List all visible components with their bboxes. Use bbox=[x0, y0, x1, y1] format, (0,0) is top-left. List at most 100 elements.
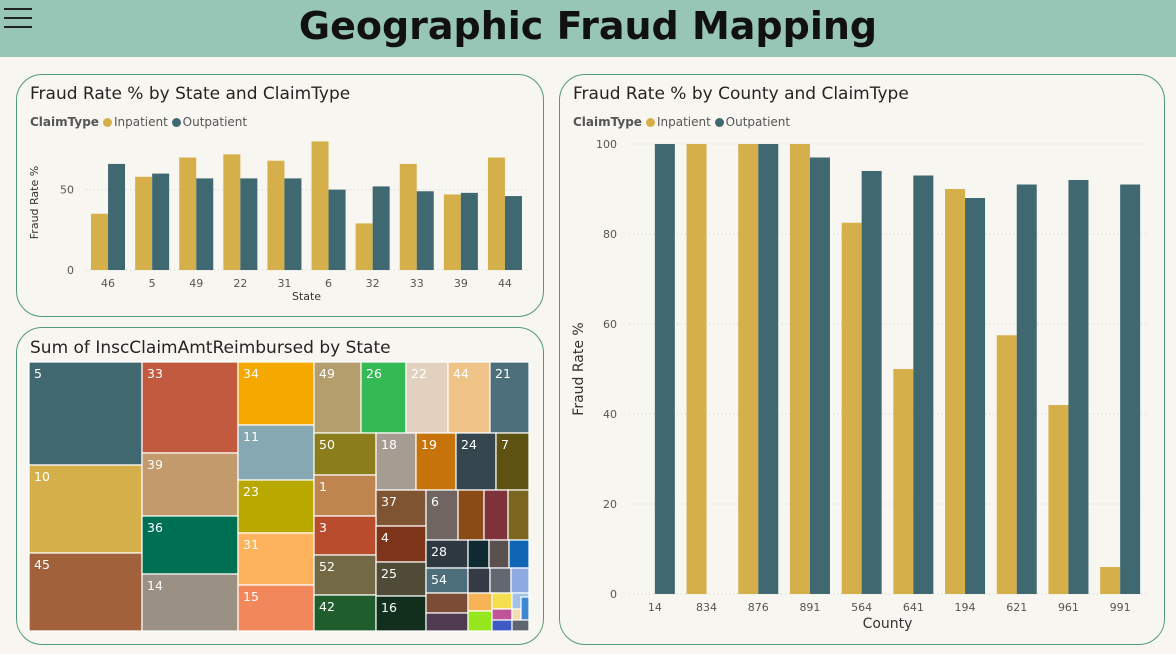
bar-inpatient-31 bbox=[267, 160, 285, 270]
treemap-title: Sum of InscClaimAmtReimbursed by State bbox=[30, 338, 391, 358]
outpatient-legend-dot bbox=[714, 118, 724, 127]
x-tick-label: 49 bbox=[189, 277, 203, 290]
bar-outpatient-6 bbox=[328, 189, 346, 270]
treemap-label: 45 bbox=[34, 557, 50, 572]
x-tick-label: 33 bbox=[410, 277, 424, 290]
y-tick-label: 0 bbox=[610, 588, 617, 601]
county-chart-legend: ClaimType Inpatient Outpatient bbox=[573, 115, 790, 129]
bar-outpatient-44 bbox=[504, 196, 522, 270]
treemap-label: 49 bbox=[319, 366, 335, 381]
x-axis-label: State bbox=[292, 290, 321, 303]
y-tick-label: 50 bbox=[60, 184, 74, 197]
x-tick-label: 961 bbox=[1058, 601, 1079, 614]
x-tick-label: 991 bbox=[1110, 601, 1131, 614]
bar-outpatient-564 bbox=[861, 171, 882, 594]
x-tick-label: 5 bbox=[149, 277, 156, 290]
x-tick-label: 14 bbox=[648, 601, 662, 614]
treemap-label: 34 bbox=[243, 366, 259, 381]
state-chart-legend: ClaimType Inpatient Outpatient bbox=[30, 115, 247, 129]
treemap-label: 15 bbox=[243, 589, 259, 604]
bar-inpatient-891 bbox=[789, 144, 810, 594]
x-tick-label: 621 bbox=[1006, 601, 1027, 614]
bar-inpatient-39 bbox=[443, 194, 461, 270]
treemap-label: 52 bbox=[319, 559, 335, 574]
treemap-label: 37 bbox=[381, 494, 397, 509]
treemap-label: 10 bbox=[34, 469, 50, 484]
bar-outpatient-22 bbox=[240, 178, 258, 270]
treemap-cell-44 bbox=[447, 361, 491, 434]
y-tick-label: 40 bbox=[603, 408, 617, 421]
treemap-label: 28 bbox=[431, 544, 447, 559]
bar-outpatient-5 bbox=[152, 173, 170, 270]
bar-outpatient-49 bbox=[196, 178, 214, 270]
page-title: Geographic Fraud Mapping bbox=[298, 4, 878, 48]
inpatient-legend-dot bbox=[645, 118, 655, 127]
bar-inpatient-641 bbox=[893, 369, 914, 594]
x-tick-label: 31 bbox=[277, 277, 291, 290]
bar-outpatient-31 bbox=[284, 178, 302, 270]
inpatient-legend-dot bbox=[102, 118, 112, 127]
x-tick-label: 22 bbox=[233, 277, 247, 290]
bar-outpatient-46 bbox=[108, 163, 126, 270]
y-tick-label: 80 bbox=[603, 228, 617, 241]
bar-outpatient-39 bbox=[460, 192, 478, 270]
county-chart-title: Fraud Rate % by County and ClaimType bbox=[573, 84, 909, 104]
x-tick-label: 891 bbox=[799, 601, 820, 614]
bar-outpatient-891 bbox=[809, 157, 830, 594]
header-bar: Geographic Fraud Mapping bbox=[0, 0, 1176, 57]
y-tick-label: 60 bbox=[603, 318, 617, 331]
treemap-cell-45 bbox=[28, 552, 143, 632]
treemap-cell-15 bbox=[237, 584, 315, 632]
bar-inpatient-33 bbox=[399, 163, 417, 270]
bar-inpatient-834 bbox=[686, 144, 707, 594]
treemap-label: 50 bbox=[319, 437, 335, 452]
outpatient-legend-dot bbox=[171, 118, 181, 127]
treemap-label: 18 bbox=[381, 437, 397, 452]
hamburger-menu-icon[interactable] bbox=[4, 7, 32, 29]
treemap-cell-4 bbox=[375, 525, 427, 563]
x-tick-label: 194 bbox=[955, 601, 976, 614]
treemap-label: 23 bbox=[243, 484, 259, 499]
bar-inpatient-49 bbox=[179, 157, 197, 270]
legend-title: ClaimType bbox=[573, 115, 642, 129]
bar-outpatient-876 bbox=[758, 144, 779, 594]
x-tick-label: 32 bbox=[366, 277, 380, 290]
treemap-label: 42 bbox=[319, 599, 335, 614]
treemap-cell-16 bbox=[375, 595, 427, 632]
bar-inpatient-44 bbox=[487, 157, 505, 270]
x-tick-label: 641 bbox=[903, 601, 924, 614]
treemap-label: 14 bbox=[147, 578, 163, 593]
x-tick-label: 6 bbox=[325, 277, 332, 290]
legend-inpatient-label: Inpatient bbox=[113, 115, 168, 129]
treemap-label: 1 bbox=[319, 479, 327, 494]
treemap-cell-7 bbox=[495, 432, 530, 491]
treemap-cell-23 bbox=[237, 479, 315, 534]
treemap-label: 24 bbox=[461, 437, 477, 452]
bar-outpatient-621 bbox=[1016, 184, 1037, 594]
bar-inpatient-991 bbox=[1100, 567, 1121, 594]
bar-outpatient-33 bbox=[416, 191, 434, 270]
x-tick-label: 46 bbox=[101, 277, 115, 290]
treemap-cell bbox=[511, 619, 530, 632]
treemap-label: 7 bbox=[501, 437, 509, 452]
bar-outpatient-194 bbox=[965, 198, 986, 594]
treemap-label: 31 bbox=[243, 537, 259, 552]
y-axis-label: Fraud Rate % bbox=[28, 166, 41, 239]
treemap-label: 16 bbox=[381, 600, 397, 615]
bar-inpatient-194 bbox=[945, 189, 966, 594]
treemap-cell-21 bbox=[489, 361, 530, 434]
treemap-cell-39 bbox=[141, 452, 239, 517]
treemap-cell-18 bbox=[375, 432, 417, 491]
treemap-label: 22 bbox=[411, 366, 427, 381]
bar-inpatient-46 bbox=[91, 213, 109, 270]
treemap-label: 39 bbox=[147, 457, 163, 472]
bar-inpatient-961 bbox=[1048, 405, 1069, 594]
y-tick-label: 20 bbox=[603, 498, 617, 511]
x-axis-label: County bbox=[863, 616, 913, 632]
bar-inpatient-32 bbox=[355, 223, 373, 270]
treemap-cell-50 bbox=[313, 432, 377, 476]
x-tick-label: 44 bbox=[498, 277, 512, 290]
treemap-label: 3 bbox=[319, 520, 327, 535]
